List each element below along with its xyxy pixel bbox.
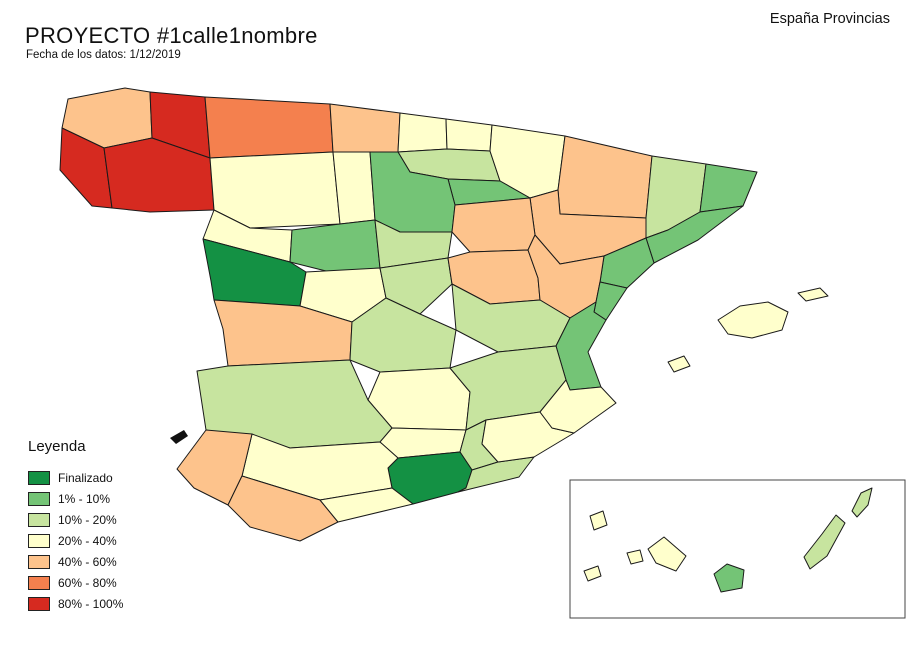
legend-item-10-20: 10% - 20% [28, 513, 123, 527]
legend-title: Leyenda [28, 438, 86, 455]
province-girona: Girona [699, 163, 758, 213]
region-label: España Provincias [769, 11, 890, 27]
legend-item-finalizado: Finalizado [28, 471, 123, 485]
province-ibiza: Ibiza [667, 355, 691, 373]
province-leon: León [209, 151, 341, 229]
legend-item-80-100: 80% - 100% [28, 597, 123, 611]
legend-swatch-40-60 [28, 555, 50, 569]
legend-label: 1% - 10% [58, 492, 111, 506]
province-la-palma: La Palma [589, 510, 608, 531]
province-castellon: Castellón [593, 281, 628, 321]
province-bizkaia: Bizkaia [397, 112, 448, 153]
legend-swatch-80-100 [28, 597, 50, 611]
legend-item-60-80: 60% - 80% [28, 576, 123, 590]
province-pontevedra: Pontevedra [59, 127, 113, 209]
canary-islands-inset-box [569, 479, 906, 619]
legend-label: 80% - 100% [58, 597, 124, 611]
legend-label: Finalizado [58, 471, 113, 485]
legend-label: 60% - 80% [58, 576, 117, 590]
province-palencia: Palencia [332, 151, 376, 225]
province-gipuzkoa: Gipuzkoa [445, 118, 493, 152]
legend-swatch-finalizado [28, 471, 50, 485]
legend-swatch-60-80 [28, 576, 50, 590]
province-soria: Soria [451, 197, 536, 253]
legend-swatch-10-20 [28, 513, 50, 527]
legend-label: 10% - 20% [58, 513, 117, 527]
legend: Leyenda Finalizado 1% - 10% 10% - 20% 20… [28, 438, 123, 618]
province-mallorca: Mallorca [717, 301, 789, 339]
province-cantabria: Cantabria [329, 103, 401, 153]
legend-label: 40% - 60% [58, 555, 117, 569]
province-fuerteventura: Fuerteventura [803, 514, 846, 570]
province-segovia: Segovia [374, 219, 453, 269]
province-la-gomera: La Gomera [626, 549, 644, 565]
province-malaga: Málaga [319, 487, 414, 523]
legend-item-1-10: 1% - 10% [28, 492, 123, 506]
legend-swatch-1-10 [28, 492, 50, 506]
legend-label: 20% - 40% [58, 534, 117, 548]
legend-item-40-60: 40% - 60% [28, 555, 123, 569]
province-toledo: Toledo [349, 297, 457, 373]
province-asturias: Asturias [204, 96, 334, 159]
province-huesca: Huesca [557, 135, 653, 219]
province-el-hierro: El Hierro [583, 565, 602, 582]
province-tenerife: Tenerife [647, 536, 687, 572]
province-menorca: Menorca [797, 287, 829, 302]
province-madrid: Madrid [379, 257, 453, 315]
province-valladolid: Valladolid [289, 219, 381, 273]
page-title: PROYECTO #1calle1nombre [25, 22, 318, 48]
province-gran-canaria: Gran Canaria [713, 563, 745, 593]
legend-item-20-40: 20% - 40% [28, 534, 123, 548]
coastline-detail [170, 430, 188, 444]
data-date-label: Fecha de los datos: 1/12/2019 [26, 49, 181, 61]
province-lanzarote: Lanzarote [851, 487, 873, 518]
legend-swatch-20-40 [28, 534, 50, 548]
province-alicante: Alicante [539, 379, 617, 434]
